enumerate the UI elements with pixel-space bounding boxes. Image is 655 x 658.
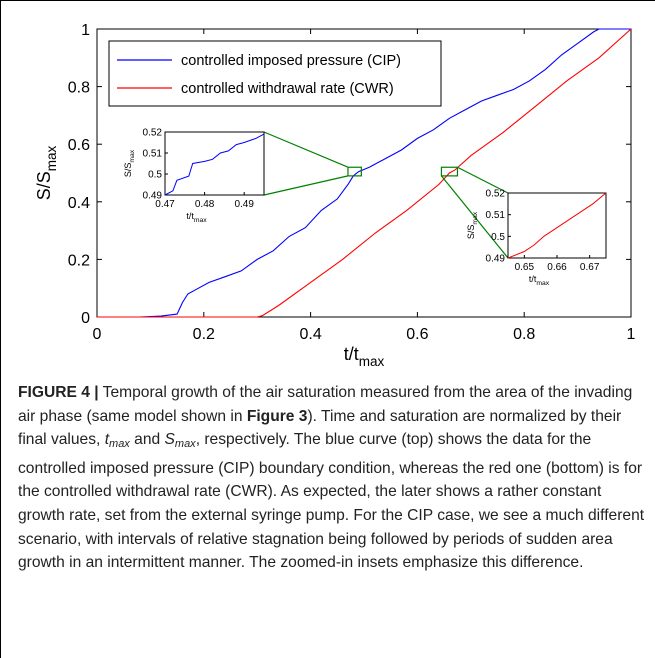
y-axis-label-sub: max — [44, 145, 59, 171]
legend-entry-cwr: controlled withdrawal rate (CWR) — [181, 81, 394, 97]
zoom-connector — [263, 131, 349, 168]
inset-y-tick-label: 0.52 — [486, 189, 506, 200]
inset-x-label-sub: max — [194, 217, 207, 224]
inset-series-line — [507, 192, 607, 259]
x-tick-label: 0.4 — [299, 326, 321, 343]
inset-y-tick-label: 0.51 — [143, 149, 163, 160]
x-tick-label: 0 — [93, 326, 102, 343]
inset-y-tick-label: 0.5 — [148, 170, 162, 181]
series-line-cip — [97, 28, 631, 318]
inset-y-tick-label: 0.52 — [143, 128, 163, 139]
zoom-markers — [263, 131, 509, 259]
inset-x-tick-label: 0.67 — [580, 262, 600, 273]
caption-s-sub: max — [174, 438, 196, 451]
legend-box — [108, 40, 442, 107]
x-tick-label: 0.2 — [193, 326, 215, 343]
caption-text-1: Temporal growth of the air saturation me… — [18, 384, 633, 425]
zoom-box-1 — [347, 166, 362, 177]
legend: controlled imposed pressure (CIP) control… — [108, 40, 442, 107]
y-tick-label: 0.6 — [68, 137, 90, 154]
inset-y-label-main: S/S — [466, 225, 476, 240]
inset-x-label-sub: max — [536, 280, 549, 287]
plot-area-box — [96, 28, 632, 318]
chart: 0 0.2 0.4 0.6 0.8 100.20.40.60.81t/tmaxS/Smax… — [34, 22, 636, 369]
y-axis-label: S/Smax — [34, 145, 59, 200]
inset-y-tick-label: 0.5 — [491, 232, 505, 243]
inset-series-line — [164, 133, 265, 196]
inset-y-tick-label: 0.51 — [486, 210, 506, 221]
inset-x-label: t/tmax — [186, 211, 207, 224]
caption-t-sub: max — [109, 438, 130, 451]
caption-text-2: ). Time and saturation are normalized by… — [18, 407, 622, 449]
zoom-connector — [263, 175, 349, 196]
inset-box — [164, 131, 265, 196]
inset-x-tick-label: 0.48 — [195, 199, 215, 210]
inset-x-label-main: t/t — [529, 274, 537, 284]
frame-left-rule — [0, 0, 1, 658]
inset-x-tick-label: 0.66 — [547, 262, 567, 273]
y-tick-label: 0 — [81, 310, 90, 327]
inset-y-label: S/Smax — [466, 211, 479, 239]
zoom-box-2 — [440, 166, 459, 177]
figure-caption: FIGURE 4 | Temporal growth of the air sa… — [18, 381, 646, 575]
insets: 0.47 0.48 0.490.490.50.510.52t/tmaxS/Smax0… — [123, 128, 607, 287]
y-tick-label: 0.8 — [68, 80, 90, 97]
inset-box — [507, 192, 607, 259]
inset-x-tick-label: 0.65 — [515, 262, 535, 273]
x-tick-label: 0.6 — [406, 326, 428, 343]
series-line-cwr — [97, 28, 632, 318]
y-tick-label: 0.4 — [68, 195, 90, 212]
caption-and: and — [129, 431, 165, 449]
caption-figure-ref: Figure 3 — [246, 407, 308, 425]
inset-x-label-main: t/t — [186, 211, 194, 221]
zoom-connector — [457, 166, 509, 194]
x-tick-label: 1 — [627, 326, 636, 343]
inset-y-tick-label: 0.49 — [143, 191, 163, 202]
caption-t-var: t — [104, 431, 110, 449]
x-axis-label-main: t/t — [344, 344, 359, 364]
zoom-connector — [440, 175, 509, 259]
x-axis-label: t/tmax — [344, 344, 385, 369]
inset-y-label: S/Smax — [123, 149, 136, 177]
legend-entry-cip: controlled imposed pressure (CIP) — [181, 53, 401, 69]
x-axis-label-sub: max — [359, 354, 385, 369]
y-axis-label-main: S/S — [34, 171, 54, 200]
caption-text-3: , respectively. The blue curve (top) sho… — [18, 431, 645, 572]
inset-x-tick-label: 0.47 — [155, 199, 175, 210]
frame-top-rule — [0, 0, 655, 1]
inset-y-label-sub: max — [129, 149, 136, 162]
x-tick-label: 0.8 — [513, 326, 535, 343]
inset-x-label: t/tmax — [529, 274, 550, 287]
y-tick-label: 0.2 — [68, 252, 90, 269]
caption-label: FIGURE 4 | — [18, 384, 99, 401]
caption-s-var: S — [164, 431, 175, 449]
y-tick-label: 1 — [81, 22, 90, 39]
inset-x-tick-label: 0.49 — [234, 199, 254, 210]
inset-y-label-main: S/S — [123, 163, 133, 178]
inset-y-tick-label: 0.49 — [486, 254, 506, 265]
inset-y-label-sub: max — [472, 211, 479, 224]
